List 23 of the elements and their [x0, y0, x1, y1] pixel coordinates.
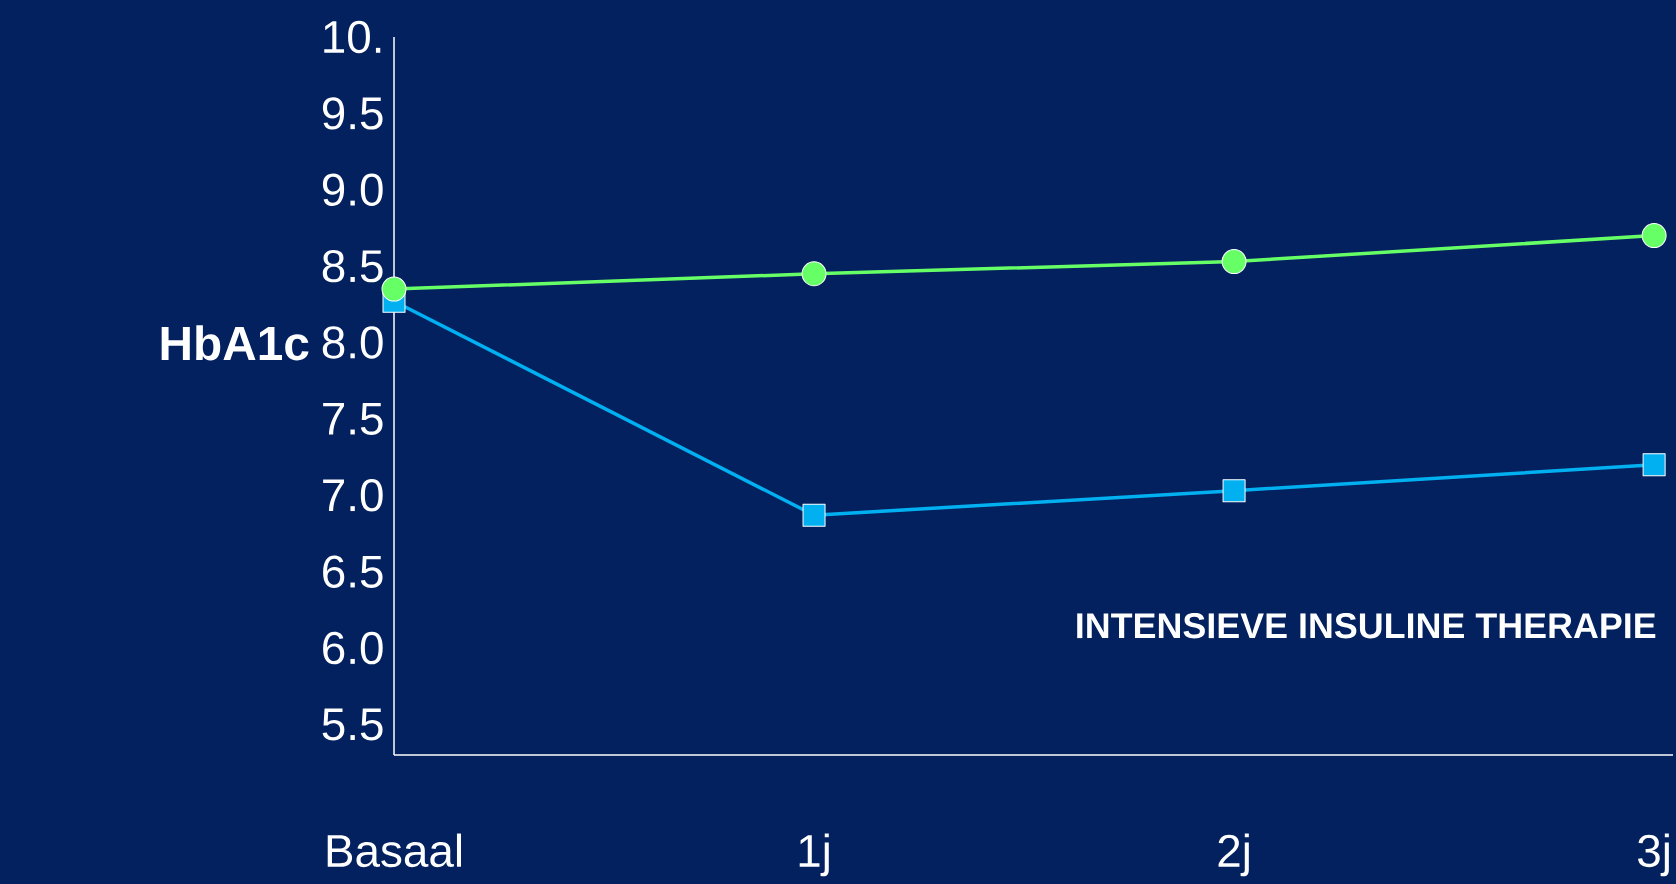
point: [801, 261, 827, 287]
point: [1221, 249, 1247, 275]
annotation: INTENSIEVE INSULINE THERAPIE: [1077, 613, 1656, 639]
y-tick-label: 7.5: [323, 402, 383, 435]
y-tick-label: 9.5: [322, 97, 383, 130]
x-tick-label: 1j: [799, 833, 829, 877]
y-tick-label: 8.5: [322, 249, 383, 283]
point: [1641, 223, 1667, 249]
y-tick-label: 9.0: [322, 173, 383, 206]
point: [1642, 453, 1666, 477]
y-tick-label: 5.5: [322, 708, 383, 741]
y-axis-title: HbA1c: [161, 325, 309, 361]
y-tick-label: 8.0: [322, 326, 383, 359]
x-tick-label: Basaal: [327, 833, 461, 868]
y-tick-label: 6.0: [323, 631, 383, 665]
point: [381, 276, 407, 302]
x-tick-label: 3j: [1638, 833, 1669, 877]
point: [802, 503, 826, 527]
y-tick-label: 7.0: [323, 479, 383, 512]
y-tick-label: 10.: [324, 20, 381, 54]
point: [1222, 479, 1246, 503]
x-tick-label: 2j: [1218, 833, 1249, 877]
y-tick-label: 6.5: [323, 555, 383, 588]
